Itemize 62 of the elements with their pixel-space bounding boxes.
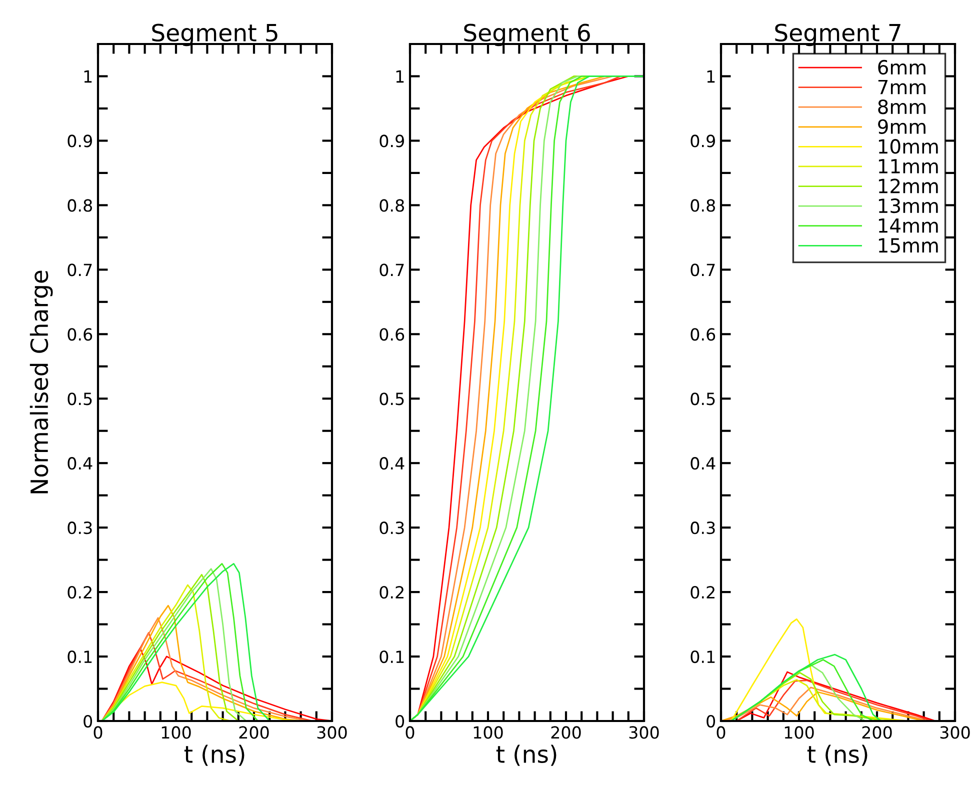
y-tick-label: 1 bbox=[707, 70, 715, 83]
x-tick-label: 300 bbox=[317, 726, 347, 739]
y-tick-label: 0.8 bbox=[68, 199, 92, 212]
y-tick-label: 1 bbox=[396, 70, 404, 83]
x-tick-label: 300 bbox=[629, 726, 659, 739]
y-tick-label: 0.1 bbox=[690, 650, 715, 664]
chart-title: Segment 7 bbox=[775, 24, 900, 46]
y-tick-label: 0 bbox=[706, 714, 716, 728]
x-axis-title: t (ns) bbox=[807, 744, 868, 766]
y-tick-label: 0.1 bbox=[380, 650, 404, 664]
legend-label: 6mm bbox=[878, 60, 926, 75]
x-tick-label: 100 bbox=[162, 726, 191, 739]
x-tick-label: 0 bbox=[716, 726, 726, 739]
legend-label: 7mm bbox=[878, 80, 926, 94]
x-tick-label: 300 bbox=[940, 726, 970, 739]
legend-label: 14mm bbox=[878, 218, 938, 233]
x-tick-label: 200 bbox=[551, 726, 581, 739]
y-tick-label: 0.5 bbox=[68, 392, 92, 406]
y-tick-label: 1 bbox=[84, 70, 92, 83]
legend-label: 8mm bbox=[878, 99, 926, 114]
y-tick-label: 0.3 bbox=[68, 522, 92, 534]
legend-label: 13mm bbox=[878, 198, 938, 214]
legend-label: 10mm bbox=[878, 139, 938, 154]
y-tick-label: 0.6 bbox=[690, 328, 716, 341]
y-tick-label: 0.9 bbox=[690, 134, 715, 148]
y-tick-label: 0 bbox=[396, 714, 404, 728]
x-tick-label: 100 bbox=[784, 726, 814, 739]
y-tick-label: 0.8 bbox=[690, 199, 715, 212]
x-axis-title: t (ns) bbox=[184, 744, 244, 766]
y-tick-label: 0.8 bbox=[380, 199, 404, 212]
y-tick-label: 0.4 bbox=[380, 457, 404, 470]
y-tick-label: 0.7 bbox=[68, 264, 92, 276]
y-tick-label: 0.1 bbox=[68, 650, 92, 664]
y-tick-label: 0.7 bbox=[380, 264, 404, 276]
y-tick-label: 0.9 bbox=[68, 134, 92, 148]
legend-label: 9mm bbox=[878, 119, 926, 134]
y-tick-label: 0.5 bbox=[380, 392, 404, 406]
y-axis-title: Normalised Charge bbox=[30, 270, 53, 494]
y-tick-label: 0.9 bbox=[380, 134, 404, 148]
x-tick-label: 0 bbox=[406, 726, 414, 739]
y-tick-label: 0.5 bbox=[690, 392, 715, 406]
y-tick-label: 0 bbox=[84, 714, 92, 728]
y-tick-label: 0.2 bbox=[380, 586, 404, 599]
y-tick-label: 0.3 bbox=[380, 522, 404, 534]
y-tick-label: 0.3 bbox=[690, 522, 715, 534]
y-tick-label: 0.6 bbox=[380, 328, 404, 341]
x-axis-title: t (ns) bbox=[496, 744, 556, 766]
chart-title: Segment 5 bbox=[152, 24, 278, 46]
y-tick-label: 0.2 bbox=[690, 586, 714, 599]
y-tick-label: 0.6 bbox=[68, 328, 92, 341]
y-tick-label: 0.4 bbox=[690, 457, 716, 470]
y-tick-label: 0.7 bbox=[690, 264, 715, 276]
legend-label: 11mm bbox=[878, 159, 938, 174]
x-tick-label: 200 bbox=[862, 726, 892, 739]
y-tick-label: 0.2 bbox=[68, 586, 92, 599]
legend-label: 12mm bbox=[878, 178, 938, 194]
x-tick-label: 0 bbox=[94, 726, 102, 739]
legend-label: 15mm bbox=[878, 238, 938, 253]
chart-title: Segment 6 bbox=[464, 24, 590, 46]
x-tick-label: 100 bbox=[474, 726, 503, 739]
x-tick-label: 200 bbox=[239, 726, 269, 739]
y-tick-label: 0.4 bbox=[68, 457, 92, 470]
